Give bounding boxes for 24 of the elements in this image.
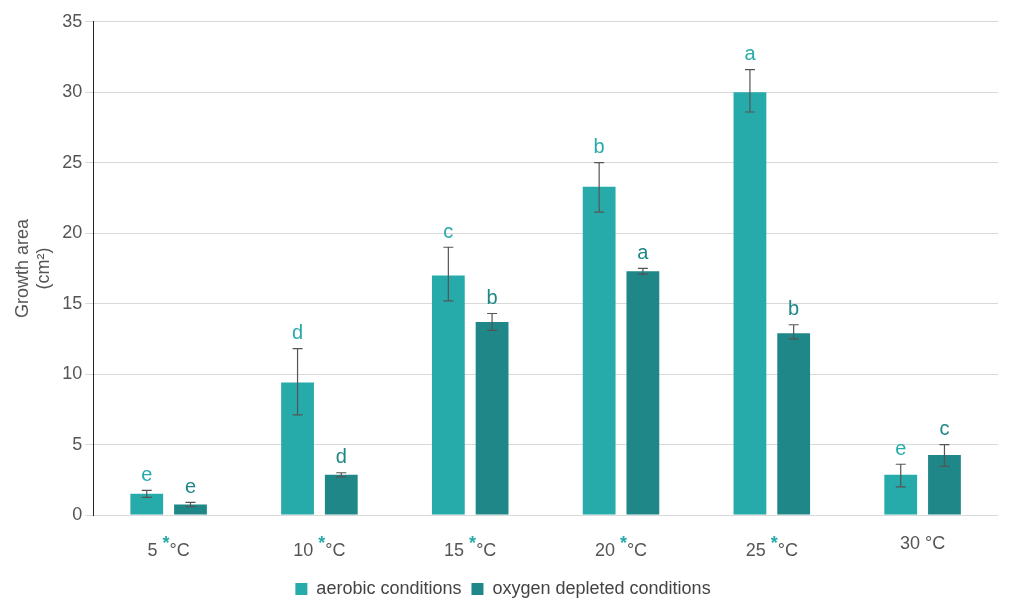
data-label: d <box>291 321 304 344</box>
data-label: e <box>184 474 197 497</box>
data-label: b <box>486 286 498 309</box>
data-label: a <box>744 42 757 65</box>
data-label: b <box>593 135 605 158</box>
data-label: b <box>788 297 800 320</box>
y-tick-label: 5 <box>72 433 83 454</box>
y-tick-label: 0 <box>72 503 83 524</box>
y-tick-label: 15 <box>62 292 83 313</box>
data-label: d <box>335 445 347 468</box>
data-label: e <box>895 436 907 459</box>
y-tick-label: 20 <box>62 222 83 243</box>
data-label: a <box>637 240 650 263</box>
legend-label: aerobic conditions <box>316 577 462 598</box>
y-tick-label: 35 <box>62 10 83 31</box>
data-label: c <box>443 219 454 242</box>
legend-label: oxygen depleted conditions <box>492 577 711 598</box>
data-label: c <box>939 417 950 440</box>
y-tick-label: 10 <box>62 363 83 384</box>
y-tick-label: 25 <box>62 151 83 172</box>
data-label: e <box>141 462 153 485</box>
y-tick-label: 30 <box>62 81 83 102</box>
x-tick-label: 30 °C <box>898 533 947 554</box>
y-axis-title: Growth area (cm²) <box>11 217 54 318</box>
